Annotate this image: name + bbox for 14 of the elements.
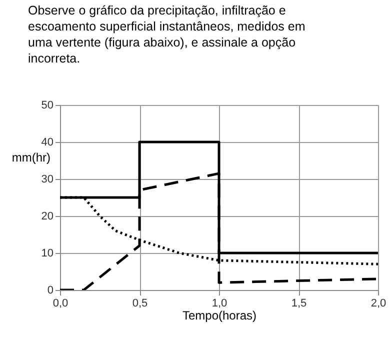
y-tick-label: 10 [41,248,54,260]
y-axis-title: mm(hr) [12,150,50,164]
x-axis-title: Tempo(horas) [182,308,257,322]
x-tick-label: 1,5 [291,298,307,310]
x-tick-label: 0,5 [132,298,148,310]
y-tick-label: 0 [47,284,54,296]
x-tick-label: 1,0 [212,298,228,310]
chart-title: Observe o gráfico da precipitação, infiltração e escoamento superficial instantâneos, medidos em uma vertente (figura abaixo), e assinale a opção incorreta. [28,4,306,66]
x-tick-label: 2,0 [370,298,386,310]
y-tick-label: 20 [41,210,54,222]
x-tick-label: 0,0 [52,298,68,310]
y-tick-label: 40 [41,136,54,148]
y-tick-label: 50 [41,100,54,112]
y-tick-label: 30 [41,174,54,186]
